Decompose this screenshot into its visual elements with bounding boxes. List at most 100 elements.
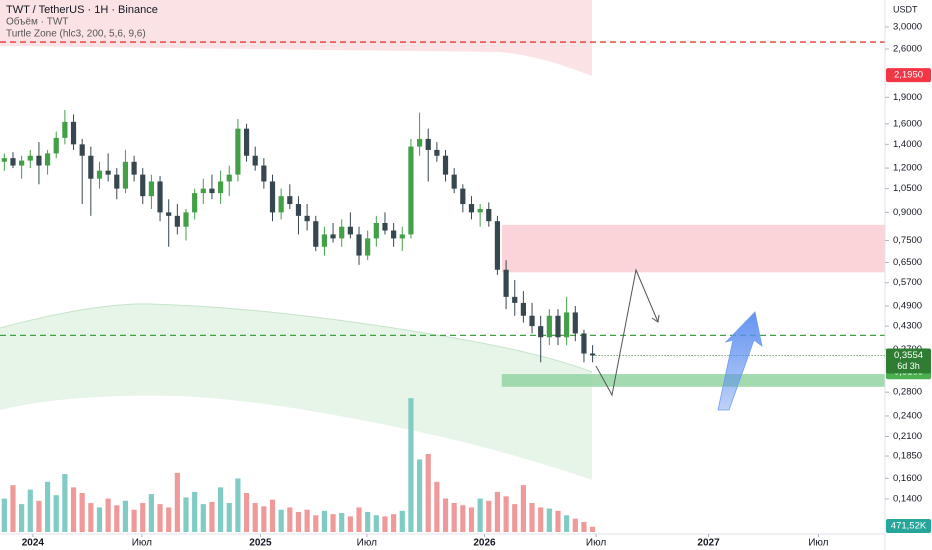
x-tick-label: 2024 — [22, 538, 45, 549]
candle-body — [581, 333, 587, 354]
volume-bar — [148, 494, 154, 532]
candle-body — [278, 196, 284, 213]
candle-body — [546, 315, 552, 338]
candle-body — [70, 121, 77, 145]
volume-bar — [70, 487, 77, 532]
volume-bar — [19, 504, 25, 532]
volume-bar — [131, 509, 137, 532]
candle-body — [243, 128, 250, 156]
candle-body — [295, 204, 302, 216]
volume-bar — [53, 495, 59, 532]
volume-bar — [183, 497, 189, 532]
volume-bar — [572, 518, 578, 532]
candle-body — [538, 326, 544, 338]
candle-body — [468, 204, 475, 213]
candle-body — [226, 174, 232, 182]
price-label: 2,1950 — [894, 70, 923, 81]
volume-bar — [512, 504, 518, 532]
candle-body — [590, 353, 596, 356]
lower-band-edge — [0, 303, 593, 373]
candle-body — [183, 212, 189, 227]
candle-body — [425, 138, 431, 150]
x-tick-label: 2025 — [249, 538, 272, 549]
candle-body — [122, 161, 129, 189]
volume-bar — [399, 510, 405, 532]
volume-bar — [209, 501, 215, 532]
y-tick-label: 0,4900 — [893, 301, 922, 312]
volume-bar — [373, 515, 379, 532]
volume-bar — [313, 515, 319, 532]
volume-bar — [365, 511, 371, 532]
volume-bar — [529, 503, 535, 532]
candle-body — [555, 315, 561, 338]
forecast-arrow — [717, 311, 763, 411]
volume-bar — [200, 504, 206, 532]
projection-arrowhead — [651, 314, 660, 323]
candle-body — [252, 155, 258, 166]
volume-bar — [356, 507, 362, 532]
volume-bar — [88, 503, 94, 532]
candle-body — [96, 170, 103, 179]
volume-bar — [477, 498, 483, 532]
volume-bar — [226, 503, 232, 532]
volume-bar — [382, 516, 388, 532]
candle-body — [347, 226, 353, 235]
volume-bar — [347, 516, 353, 532]
y-tick-label: 1,0500 — [893, 183, 922, 194]
candle-body — [148, 181, 154, 197]
volume-label-box — [886, 519, 931, 533]
candle-body — [114, 174, 120, 189]
candle-body — [1, 158, 7, 162]
volume-bar — [122, 500, 129, 532]
y-tick-label: 0,5700 — [893, 277, 922, 288]
candle-body — [313, 221, 319, 247]
volume-bar — [96, 507, 103, 532]
volume-bar — [10, 485, 16, 532]
candle-body — [192, 193, 198, 213]
volume-bar — [460, 505, 466, 532]
candle-body — [572, 312, 578, 334]
volume-bar — [166, 507, 172, 532]
volume-bar — [27, 489, 33, 532]
indicator-legend: Turtle Zone (hlc3, 200, 5,6, 9,6) — [6, 29, 146, 40]
y-tick-label: 0,1600 — [893, 473, 922, 484]
candle-body — [399, 234, 405, 239]
candle-body — [218, 181, 224, 194]
volume-bar — [44, 481, 51, 532]
candle-body — [564, 312, 570, 338]
chart-title: TWT / TetherUS · 1Н · Binance — [6, 4, 158, 16]
y-tick-label: 0,4300 — [893, 321, 922, 332]
candle-body — [140, 174, 146, 197]
candle-body — [408, 146, 414, 235]
lower-band — [0, 303, 592, 480]
candle-body — [62, 121, 68, 138]
y-tick-label: 1,2000 — [893, 163, 922, 174]
volume-bar — [278, 509, 284, 532]
y-tick-label: 1,4000 — [893, 139, 922, 150]
y-tick-label: 0,1400 — [893, 493, 922, 504]
candle-body — [503, 269, 509, 297]
price-zone — [501, 224, 885, 273]
volume-bar — [36, 500, 42, 532]
candle-body — [460, 188, 466, 205]
candle-body — [494, 221, 501, 270]
volume-bar — [269, 499, 276, 532]
candle-body — [53, 137, 59, 154]
volume-label: 471,52K — [891, 521, 927, 532]
y-tick-label: 1,6000 — [893, 118, 922, 129]
candle-body — [174, 215, 180, 227]
y-tick-label: 0,1850 — [893, 451, 922, 462]
volume-bar — [79, 492, 85, 532]
volume-bar — [581, 521, 587, 532]
currency-label: USDT — [893, 4, 918, 14]
volume-bar — [157, 504, 163, 532]
candle-body — [79, 144, 85, 156]
volume-bar — [408, 398, 414, 532]
volume-bar — [416, 459, 423, 532]
candle-body — [287, 196, 293, 205]
candle-body — [477, 208, 483, 213]
volume-bar — [140, 503, 146, 532]
candle-body — [321, 234, 328, 247]
volume-bar — [105, 498, 111, 532]
candle-body — [442, 155, 449, 175]
